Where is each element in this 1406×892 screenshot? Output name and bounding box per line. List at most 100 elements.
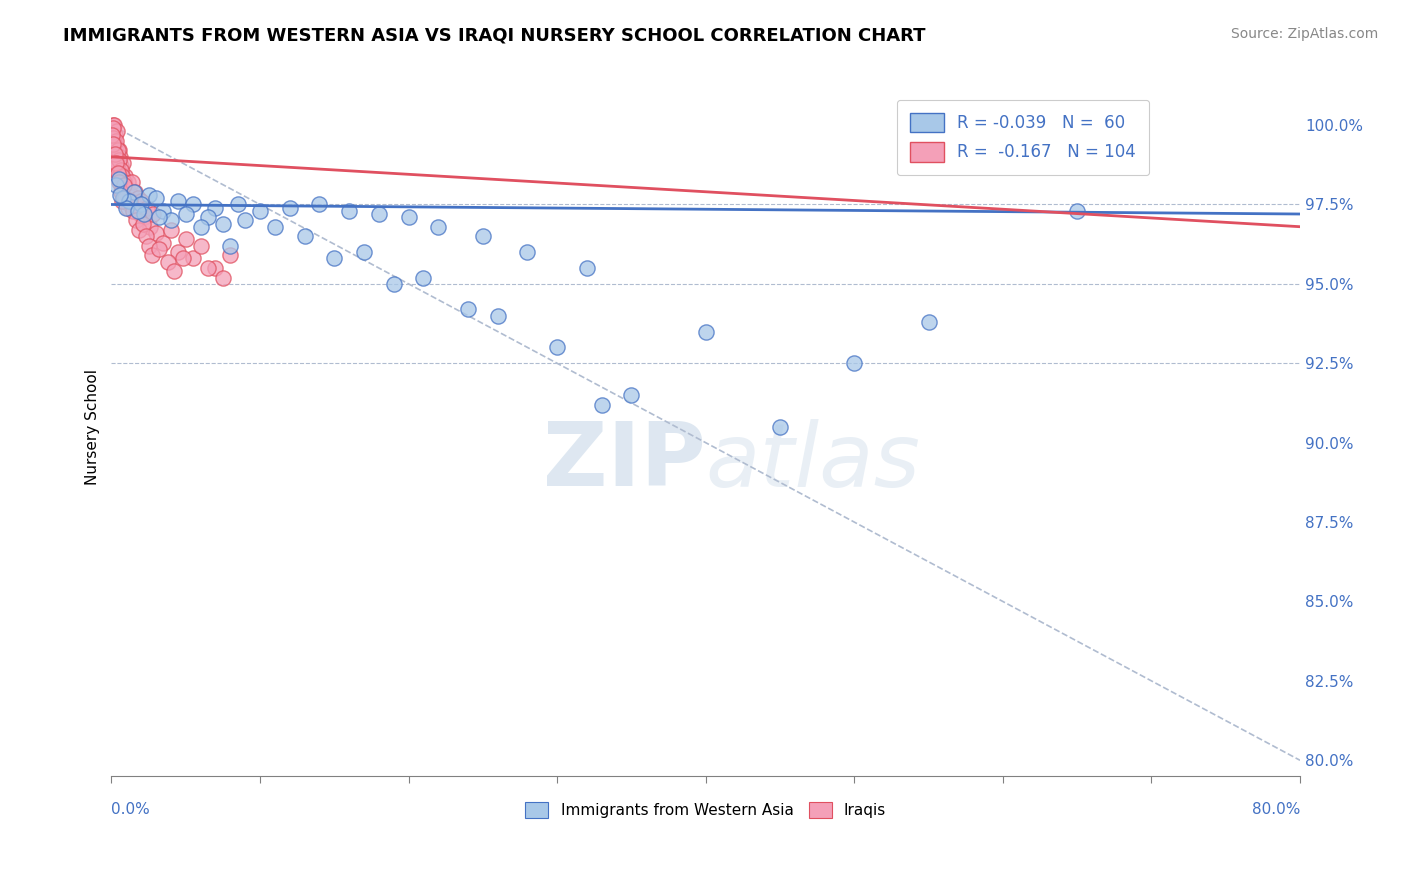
Point [104,178,127,193]
Point [148,210,170,224]
Point [101,124,124,138]
Point [125,213,148,227]
Point [110,150,132,164]
Point [101,121,124,136]
Point [591,398,613,412]
Point [125,203,148,218]
Point [115,181,138,195]
Point [219,239,242,253]
Point [160,223,183,237]
Text: IMMIGRANTS FROM WESTERN ASIA VS IRAQI NURSERY SCHOOL CORRELATION CHART: IMMIGRANTS FROM WESTERN ASIA VS IRAQI NU… [63,27,925,45]
Point [204,260,226,275]
Point [108,172,131,186]
Point [114,169,136,183]
Point [107,169,129,183]
Point [620,388,643,402]
Point [112,188,135,202]
Point [118,197,141,211]
Point [127,203,149,218]
Point [219,248,242,262]
Point [101,128,124,142]
Point [382,277,405,291]
Point [112,191,135,205]
Point [111,188,134,202]
Point [141,248,163,262]
Point [103,118,125,132]
Point [105,124,128,138]
Point [457,302,479,317]
Point [917,315,939,329]
Point [145,191,167,205]
Point [108,175,131,189]
Point [337,203,360,218]
Point [486,309,509,323]
Point [323,252,346,266]
Point [132,207,155,221]
Point [122,203,145,218]
Point [769,419,792,434]
Point [128,207,150,221]
Text: 80.0%: 80.0% [1251,802,1301,816]
Point [118,194,141,209]
Point [844,356,866,370]
Point [112,175,135,189]
Point [104,140,127,154]
Point [181,252,204,266]
Point [111,169,134,183]
Point [160,213,183,227]
Point [127,191,149,205]
Point [427,219,450,234]
Point [294,229,316,244]
Point [190,239,212,253]
Point [129,197,152,211]
Point [111,172,134,186]
Point [101,118,124,132]
Point [152,203,174,218]
Point [107,156,129,170]
Point [695,325,717,339]
Point [129,194,152,209]
Point [112,178,135,193]
Point [308,197,330,211]
Point [575,260,598,275]
Point [107,166,129,180]
Point [115,201,138,215]
Point [108,175,131,189]
Legend: Immigrants from Western Asia, Iraqis: Immigrants from Western Asia, Iraqis [519,797,893,824]
Point [104,128,127,142]
Point [111,194,134,209]
Text: Source: ZipAtlas.com: Source: ZipAtlas.com [1230,27,1378,41]
Point [118,194,141,209]
Point [105,134,128,148]
Point [131,217,153,231]
Point [181,197,204,211]
Point [174,207,197,221]
Point [132,210,155,224]
Point [353,245,375,260]
Point [104,153,127,167]
Text: atlas: atlas [706,418,921,505]
Text: ZIP: ZIP [543,418,706,505]
Point [120,188,142,202]
Point [167,245,190,260]
Point [115,194,138,209]
Point [148,242,170,256]
Point [103,137,125,152]
Point [172,252,194,266]
Point [163,264,186,278]
Point [122,185,145,199]
Point [278,201,301,215]
Point [110,185,132,199]
Point [367,207,389,221]
Point [197,210,219,224]
Point [471,229,494,244]
Point [121,175,143,189]
Point [152,235,174,250]
Point [136,201,159,215]
Point [156,254,179,268]
Point [117,201,139,215]
Point [104,146,127,161]
Point [174,232,197,246]
Point [114,191,136,205]
Point [110,188,132,202]
